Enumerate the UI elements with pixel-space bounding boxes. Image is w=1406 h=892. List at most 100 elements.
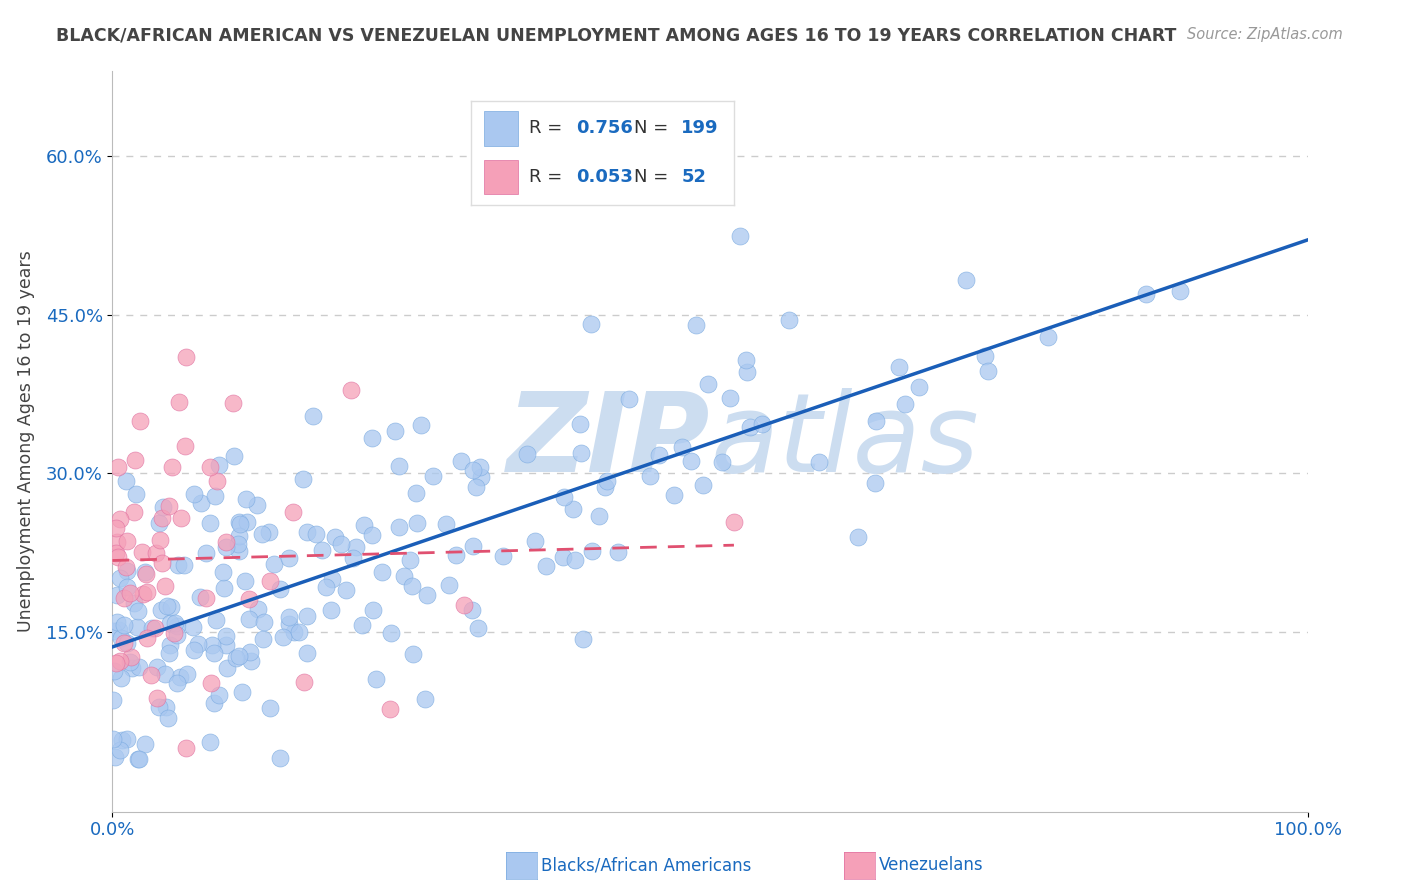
Point — [125, 620, 148, 634]
Point — [228, 537, 250, 551]
Point — [335, 583, 357, 598]
Point — [292, 472, 315, 486]
Point — [157, 646, 180, 660]
Point — [115, 580, 138, 594]
Point — [228, 544, 250, 558]
Point — [235, 492, 257, 507]
Point — [233, 574, 256, 588]
Point — [173, 439, 195, 453]
Point — [564, 553, 586, 567]
Point — [103, 624, 125, 639]
Point — [723, 515, 745, 529]
Point — [155, 699, 177, 714]
Point — [222, 395, 245, 409]
Point — [361, 603, 384, 617]
Point — [215, 535, 238, 549]
Point — [730, 229, 752, 244]
Point — [136, 631, 159, 645]
Text: BLACK/AFRICAN AMERICAN VS VENEZUELAN UNEMPLOYMENT AMONG AGES 16 TO 19 YEARS CORR: BLACK/AFRICAN AMERICAN VS VENEZUELAN UNE… — [56, 27, 1177, 45]
Point — [259, 525, 281, 540]
Point — [596, 474, 619, 488]
Point — [344, 540, 367, 554]
Point — [692, 478, 714, 492]
Point — [751, 417, 773, 431]
Point — [1168, 284, 1191, 298]
Point — [685, 318, 707, 333]
Point — [569, 445, 592, 459]
Point — [288, 625, 311, 640]
Point — [1135, 286, 1157, 301]
Point — [159, 599, 181, 614]
Point — [735, 352, 758, 367]
Point — [228, 515, 250, 529]
Point — [277, 551, 299, 566]
Point — [352, 618, 374, 632]
Point — [204, 489, 226, 503]
Point — [198, 459, 221, 474]
Point — [735, 365, 758, 379]
Point — [245, 498, 267, 512]
Point — [222, 449, 245, 463]
Point — [384, 424, 406, 438]
Point — [118, 655, 141, 669]
Point — [738, 420, 761, 434]
Point — [122, 596, 145, 610]
Text: Blacks/African Americans: Blacks/African Americans — [541, 856, 752, 874]
Point — [415, 588, 437, 602]
Point — [388, 520, 411, 534]
Point — [405, 485, 427, 500]
Point — [117, 636, 139, 650]
Point — [166, 627, 188, 641]
Point — [208, 688, 231, 702]
Point — [977, 364, 1000, 378]
Point — [145, 546, 167, 560]
Point — [228, 648, 250, 663]
Point — [229, 516, 252, 531]
Point — [434, 516, 457, 531]
Point — [402, 648, 425, 662]
Point — [579, 317, 602, 331]
Point — [302, 409, 325, 423]
Point — [212, 581, 235, 595]
Point — [422, 468, 444, 483]
Point — [259, 701, 281, 715]
Point — [107, 459, 129, 474]
Point — [163, 625, 186, 640]
Point — [340, 383, 363, 397]
Point — [131, 544, 153, 558]
Point — [278, 609, 301, 624]
Point — [887, 360, 910, 375]
Point — [297, 647, 319, 661]
Point — [295, 609, 318, 624]
Point — [468, 459, 491, 474]
Point — [278, 616, 301, 631]
Point — [236, 515, 259, 529]
Point — [392, 568, 415, 582]
Point — [453, 598, 475, 612]
Point — [311, 542, 333, 557]
Point — [115, 475, 138, 489]
Point — [132, 587, 155, 601]
Point — [808, 454, 831, 468]
Point — [135, 566, 157, 581]
Text: Venezuelans: Venezuelans — [879, 856, 983, 874]
Point — [105, 615, 128, 629]
Point — [162, 459, 184, 474]
Point — [283, 625, 305, 640]
Point — [215, 661, 238, 675]
Point — [315, 580, 337, 594]
Point — [238, 612, 260, 626]
Point — [139, 668, 162, 682]
Point — [166, 676, 188, 690]
Point — [492, 549, 515, 563]
Point — [263, 557, 285, 571]
Point — [105, 545, 128, 559]
Point — [215, 541, 238, 555]
Point — [342, 551, 364, 566]
Point — [104, 749, 127, 764]
Point — [145, 621, 167, 635]
Point — [141, 621, 163, 635]
Point — [156, 599, 179, 613]
Point — [253, 615, 276, 629]
Point — [463, 539, 485, 553]
